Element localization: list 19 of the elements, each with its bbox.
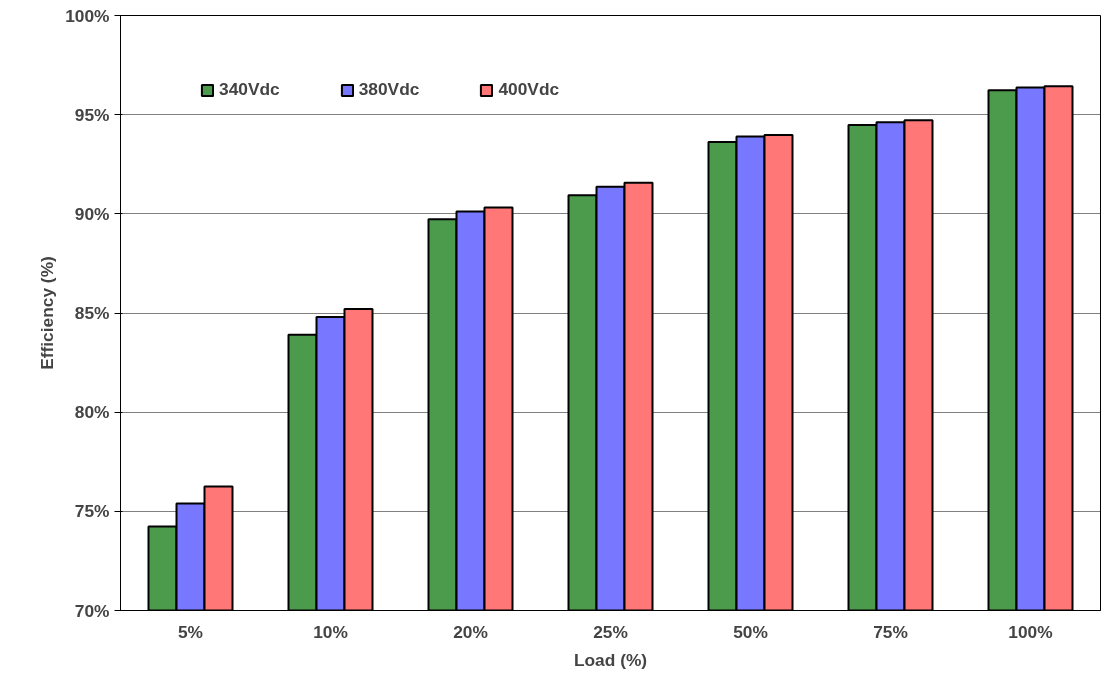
x-tick-label: 10% bbox=[313, 621, 348, 642]
x-tick-label: 100% bbox=[1008, 621, 1053, 642]
legend-label: 400Vdc bbox=[498, 79, 560, 100]
y-tick-label: 80% bbox=[74, 402, 110, 423]
x-tick-label: 50% bbox=[733, 621, 768, 642]
x-tick-label: 5% bbox=[177, 621, 204, 642]
legend-label: 380Vdc bbox=[358, 79, 420, 100]
x-tick-label: 75% bbox=[873, 621, 908, 642]
x-tick-label: 20% bbox=[453, 621, 488, 642]
x-tick-label: 25% bbox=[593, 621, 628, 642]
y-tick-label: 70% bbox=[74, 600, 110, 621]
y-tick-label: 85% bbox=[74, 303, 110, 323]
y-tick-label: 100% bbox=[65, 5, 110, 26]
y-tick-label: 90% bbox=[74, 203, 110, 224]
legend-label: 340Vdc bbox=[219, 79, 280, 100]
y-tick-label: 75% bbox=[74, 501, 110, 522]
x-axis-title: Load (%) bbox=[573, 649, 648, 670]
y-axis-title: Efficiency (%) bbox=[37, 256, 58, 370]
y-tick-label: 95% bbox=[74, 104, 110, 125]
